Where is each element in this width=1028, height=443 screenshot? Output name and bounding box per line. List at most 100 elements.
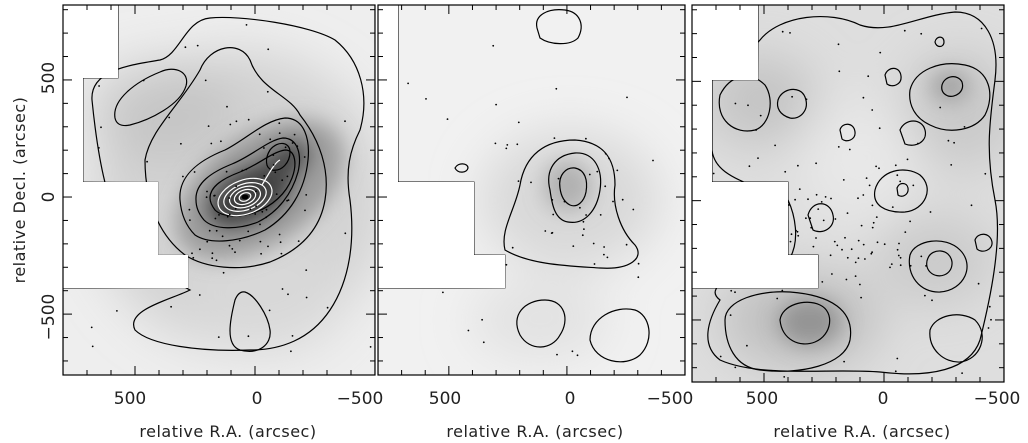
- point-source: [878, 127, 881, 130]
- point-source: [756, 183, 758, 186]
- point-source: [637, 262, 640, 265]
- point-source: [284, 146, 287, 149]
- point-source: [511, 246, 514, 249]
- point-source: [878, 167, 880, 170]
- point-source: [305, 269, 308, 271]
- point-source: [812, 245, 815, 248]
- point-source: [809, 217, 812, 220]
- point-source: [582, 220, 585, 223]
- point-source: [797, 164, 799, 167]
- point-source: [188, 208, 191, 211]
- panel-1-intensity-map: [63, 5, 375, 375]
- point-source: [963, 126, 966, 128]
- point-source: [781, 289, 784, 292]
- point-source: [899, 256, 902, 259]
- axis-labels: relative R.A. (arcsec) relative R.A. (ar…: [10, 97, 950, 441]
- point-source: [896, 357, 899, 360]
- point-source: [891, 206, 894, 209]
- point-source: [747, 104, 749, 107]
- panel-1-xtick-neg500: −500: [337, 389, 384, 409]
- point-source: [759, 114, 762, 117]
- point-source: [844, 236, 846, 239]
- point-source: [280, 252, 283, 255]
- panel-3-contour-lr: [908, 240, 968, 293]
- point-source: [871, 109, 874, 111]
- point-source: [843, 360, 845, 363]
- point-source: [218, 214, 220, 216]
- point-source: [871, 226, 874, 229]
- point-source: [279, 241, 282, 244]
- point-source: [757, 157, 759, 160]
- point-source: [176, 268, 178, 271]
- point-source: [796, 230, 799, 233]
- point-source: [990, 318, 992, 321]
- point-source: [193, 171, 196, 173]
- point-source: [929, 211, 932, 213]
- point-source: [950, 164, 953, 166]
- point-source: [208, 229, 211, 232]
- point-source: [442, 291, 444, 294]
- point-source: [211, 252, 214, 255]
- point-source: [977, 282, 980, 285]
- point-source: [862, 194, 865, 196]
- point-source: [206, 240, 209, 243]
- point-source: [260, 252, 262, 255]
- point-source: [571, 350, 574, 353]
- point-source: [783, 376, 786, 378]
- point-source: [789, 32, 791, 34]
- point-source: [748, 165, 751, 168]
- point-source: [553, 137, 556, 140]
- panel-1: [62, 4, 376, 376]
- point-source: [616, 169, 619, 172]
- point-source: [875, 216, 878, 219]
- point-source: [143, 220, 146, 223]
- panel-1-xlabel: relative R.A. (arcsec): [139, 422, 316, 441]
- panel-2-contour-small: [454, 163, 469, 173]
- point-source: [815, 237, 817, 239]
- panel-3-xtick-neg500: −500: [974, 389, 1021, 409]
- point-source: [805, 217, 807, 220]
- panel-1-contour-lobe: [229, 291, 271, 352]
- point-source: [883, 243, 886, 246]
- point-source: [506, 144, 509, 146]
- point-source: [750, 280, 753, 283]
- point-source: [215, 259, 218, 262]
- panel-3-contour-c: [776, 88, 807, 119]
- point-source: [557, 177, 560, 180]
- point-source: [234, 251, 236, 254]
- point-source: [275, 193, 278, 196]
- point-source: [217, 336, 220, 338]
- point-source: [182, 175, 184, 178]
- point-source: [205, 196, 208, 199]
- panel-1-ylabel: relative Decl. (arcsec): [10, 97, 29, 284]
- point-source: [817, 208, 820, 211]
- point-source: [91, 345, 94, 348]
- panel-3-contour-lr-core: [926, 250, 953, 277]
- point-source: [961, 372, 963, 374]
- tick-labels: 500 0 −500 500 0 −500 500 0 −500 500 0 −…: [39, 62, 1020, 409]
- point-source: [170, 305, 173, 308]
- panel-1-xtick-500: 500: [114, 389, 146, 409]
- panel-2-contour-lower-right: [589, 308, 650, 363]
- point-source: [899, 180, 902, 183]
- point-source: [287, 199, 290, 202]
- panel-3-contour-ur-core: [941, 76, 964, 97]
- point-source: [407, 82, 409, 85]
- point-source: [807, 198, 809, 201]
- point-source: [909, 264, 912, 267]
- panel-1-frame: [62, 4, 376, 376]
- point-source: [369, 346, 372, 348]
- panel-3-contour-mid-core: [896, 182, 909, 197]
- point-source: [291, 335, 294, 337]
- point-source: [876, 241, 879, 244]
- point-source: [278, 122, 281, 125]
- point-source: [116, 310, 118, 312]
- point-source: [255, 205, 257, 208]
- point-source: [305, 194, 308, 196]
- point-source: [871, 204, 874, 207]
- point-source: [425, 98, 427, 100]
- point-source: [272, 164, 275, 166]
- point-source: [807, 254, 810, 257]
- point-source: [199, 248, 201, 251]
